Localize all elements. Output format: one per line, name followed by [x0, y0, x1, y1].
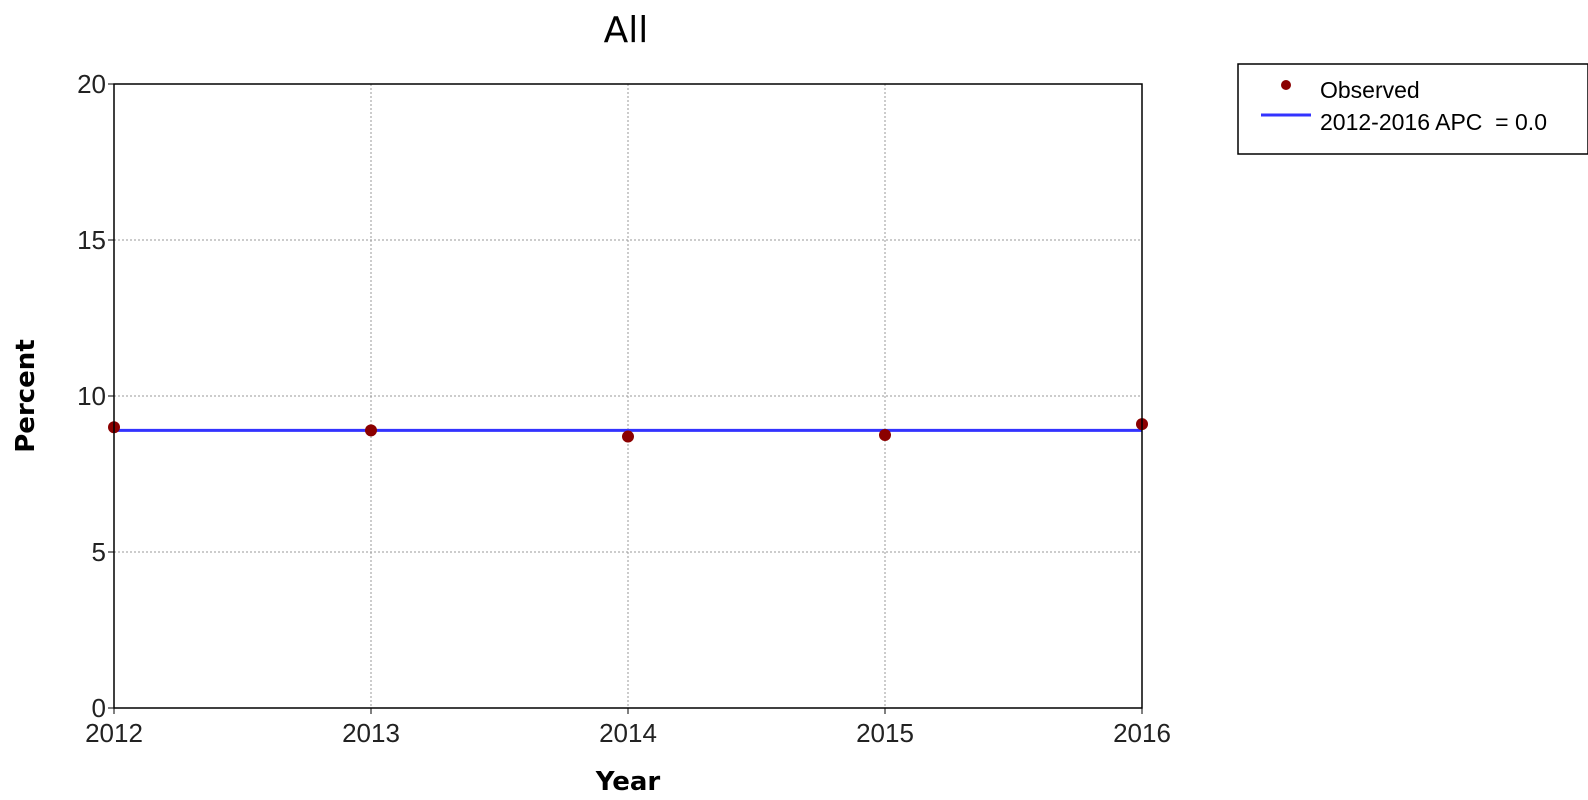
y-axis-label: Percent	[11, 339, 41, 453]
y-axis-ticks: 0 5 10 15 20	[77, 69, 114, 723]
x-axis-ticks: 2012 2013 2014 2015 2016	[85, 708, 1171, 748]
x-tick-label: 2015	[856, 718, 914, 748]
legend-observed-marker	[1281, 80, 1291, 90]
x-tick-label: 2016	[1113, 718, 1171, 748]
y-tick-label: 20	[77, 69, 106, 99]
grid	[114, 84, 1142, 708]
observed-point	[622, 430, 634, 443]
x-tick-label: 2014	[599, 718, 657, 748]
chart-title: All	[604, 10, 649, 51]
legend-box	[1237, 63, 1588, 155]
x-tick-label: 2013	[342, 718, 400, 748]
observed-point	[879, 429, 891, 441]
y-tick-label: 15	[77, 225, 106, 255]
y-tick-label: 0	[92, 693, 106, 723]
x-axis-label: Year	[595, 767, 661, 797]
legend-apc-label: 2012-2016 APC = 0.0	[1320, 109, 1547, 135]
y-tick-label: 5	[92, 537, 106, 567]
x-tick-label: 2012	[85, 718, 143, 748]
legend-observed-label: Observed	[1320, 77, 1420, 103]
legend: Observed 2012-2016 APC = 0.0	[1237, 63, 1588, 155]
observed-point	[365, 424, 377, 437]
y-tick-label: 10	[77, 381, 106, 411]
